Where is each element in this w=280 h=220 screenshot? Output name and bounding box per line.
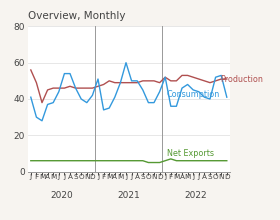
Text: 2021: 2021 (117, 191, 140, 200)
Text: Production: Production (220, 75, 263, 84)
Text: Overview, Monthly: Overview, Monthly (28, 11, 125, 22)
Text: 2020: 2020 (50, 191, 73, 200)
Text: Net Exports: Net Exports (167, 149, 214, 158)
Text: Consumption: Consumption (167, 90, 220, 99)
Text: 2022: 2022 (185, 191, 207, 200)
